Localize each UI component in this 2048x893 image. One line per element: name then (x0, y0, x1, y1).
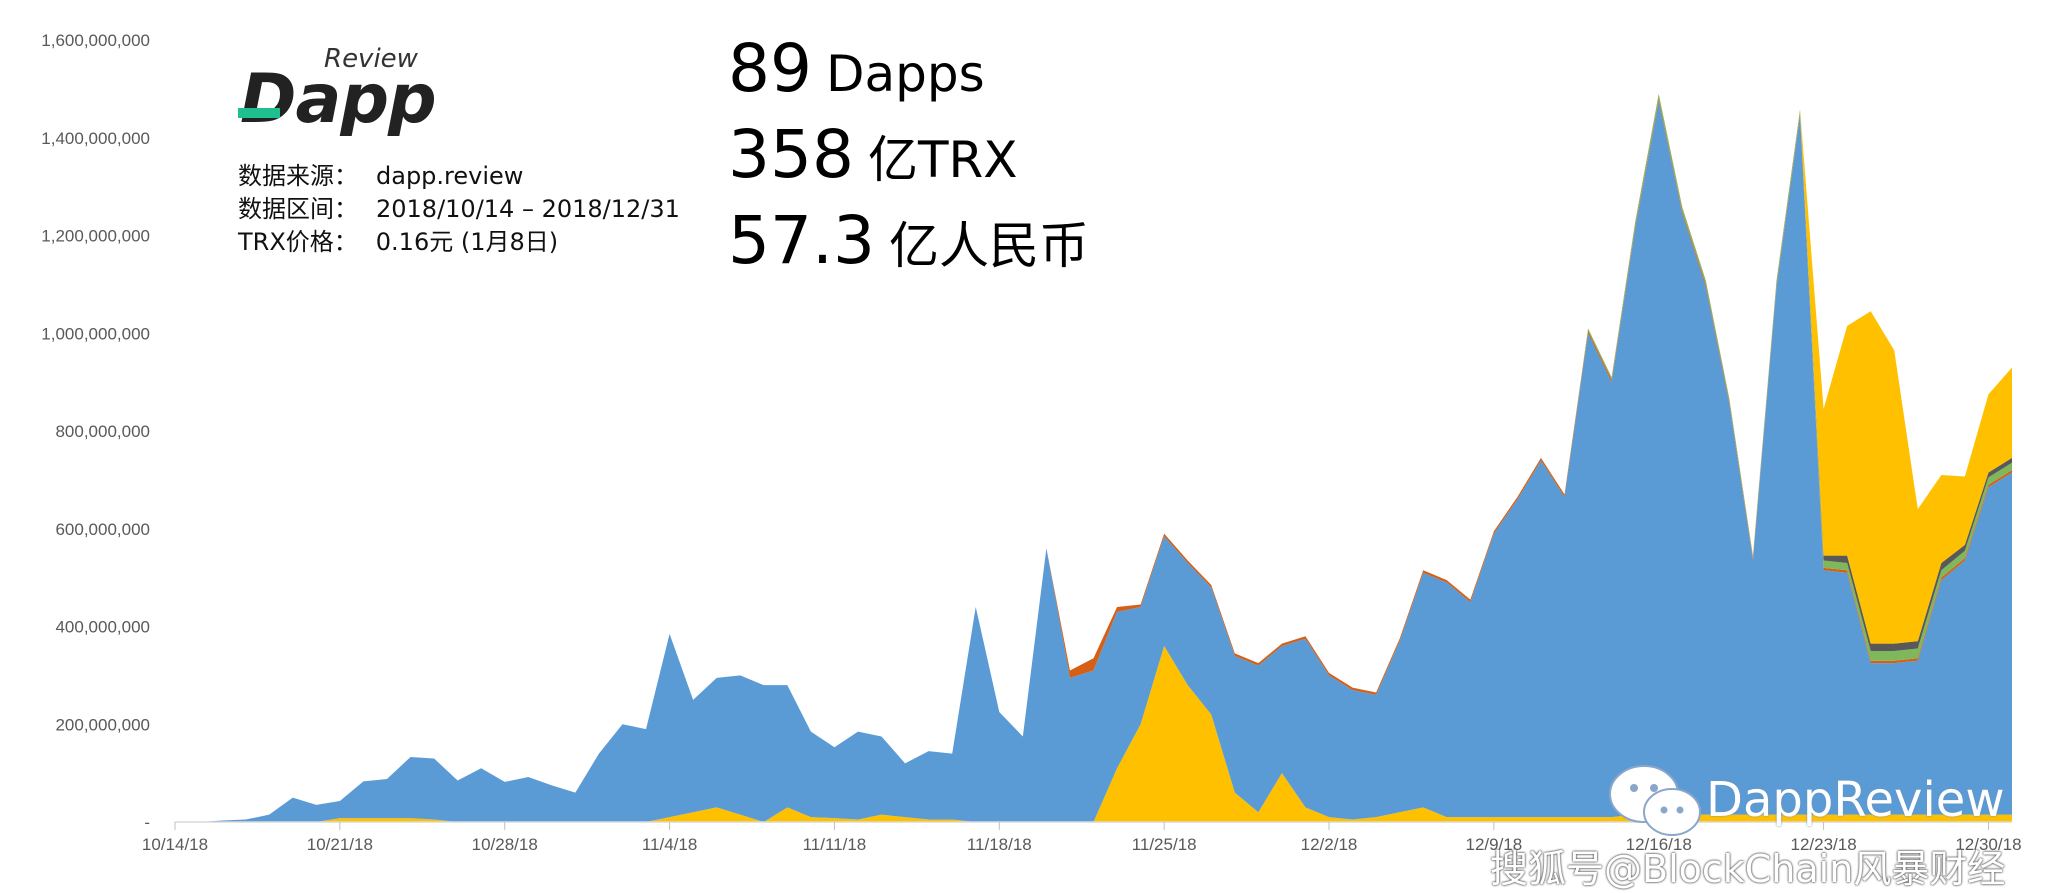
price-label: TRX价格： (238, 228, 358, 256)
logo-review-text: Review (324, 44, 418, 74)
summary-stats: 89 Dapps 358 亿TRX 57.3 亿人民币 (728, 30, 1089, 288)
y-tick-label: 1,400,000,000 (41, 129, 150, 148)
x-tick-label: 12/16/18 (1626, 835, 1692, 854)
stat-number: 89 (728, 30, 812, 107)
x-tick-label: 12/30/18 (1955, 835, 2021, 854)
source-label: 数据来源： (238, 162, 358, 190)
price-row: TRX价格： 0.16元 (1月8日) (238, 226, 680, 259)
stat-rmb: 57.3 亿人民币 (728, 202, 1089, 288)
plot-areas (175, 93, 2012, 822)
x-tick-label: 11/25/18 (1132, 835, 1197, 854)
x-tick-label: 10/21/18 (307, 835, 373, 854)
y-tick-label: 600,000,000 (55, 520, 150, 539)
stat-number: 358 (728, 116, 854, 193)
y-tick-label: 1,600,000,000 (41, 31, 150, 50)
x-tick-label: 10/14/18 (142, 835, 208, 854)
x-axis: 10/14/18 10/21/18 10/28/18 11/4/18 11/11/18 1… (142, 822, 2022, 854)
y-tick-label: 1,000,000,000 (41, 324, 150, 343)
wechat-icon (1609, 765, 1701, 836)
stat-number: 57.3 (728, 202, 875, 279)
dapp-review-logo: Review Dapp (238, 40, 438, 140)
range-value: 2018/10/14 – 2018/12/31 (376, 195, 680, 223)
source-value: dapp.review (376, 162, 524, 190)
x-tick-label: 11/4/18 (642, 835, 697, 854)
area-series-1 (175, 101, 2012, 822)
range-row: 数据区间： 2018/10/14 – 2018/12/31 (238, 193, 680, 226)
y-axis: - 200,000,000 400,000,000 600,000,000 800,00… (41, 31, 150, 832)
x-tick-label: 11/11/18 (803, 835, 867, 854)
range-label: 数据区间： (238, 195, 358, 223)
x-tick-label: 12/9/18 (1466, 835, 1523, 854)
y-tick-label: 800,000,000 (55, 422, 150, 441)
y-tick-label: 1,200,000,000 (41, 227, 150, 246)
stat-unit: 亿TRX (867, 131, 1018, 189)
logo-accent-bar (238, 108, 280, 118)
x-tick-label: 12/2/18 (1301, 835, 1358, 854)
watermark-site: 搜狐号@BlockChain风暴财经 (1490, 847, 2006, 891)
stat-dapps: 89 Dapps (728, 30, 1089, 116)
stat-unit: Dapps (825, 45, 985, 103)
x-tick-label: 10/28/18 (472, 835, 538, 854)
y-tick-label: 400,000,000 (55, 618, 150, 637)
price-value: 0.16元 (1月8日) (375, 228, 559, 256)
x-tick-label: 11/18/18 (967, 835, 1032, 854)
y-tick-label: 200,000,000 (55, 715, 150, 734)
x-tick-label: 12/23/18 (1790, 835, 1856, 854)
source-row: 数据来源： dapp.review (238, 160, 680, 193)
logo-dapp-text: Dapp (240, 60, 437, 139)
watermark-brand: DappReview (1706, 772, 2005, 828)
stat-unit: 亿人民币 (888, 217, 1089, 275)
stat-trx: 358 亿TRX (728, 116, 1089, 202)
data-source-block: 数据来源： dapp.review 数据区间： 2018/10/14 – 2018/… (238, 160, 680, 259)
y-tick-label: - (144, 813, 150, 832)
